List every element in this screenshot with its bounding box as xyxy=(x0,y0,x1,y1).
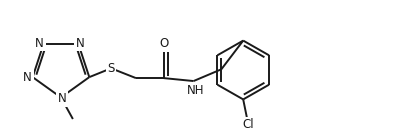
Text: O: O xyxy=(159,37,168,50)
Text: N: N xyxy=(58,92,66,105)
Text: N: N xyxy=(35,37,44,50)
Text: Cl: Cl xyxy=(242,118,254,131)
Text: NH: NH xyxy=(187,84,204,97)
Text: N: N xyxy=(76,37,85,50)
Text: N: N xyxy=(23,71,32,84)
Text: S: S xyxy=(108,62,115,75)
